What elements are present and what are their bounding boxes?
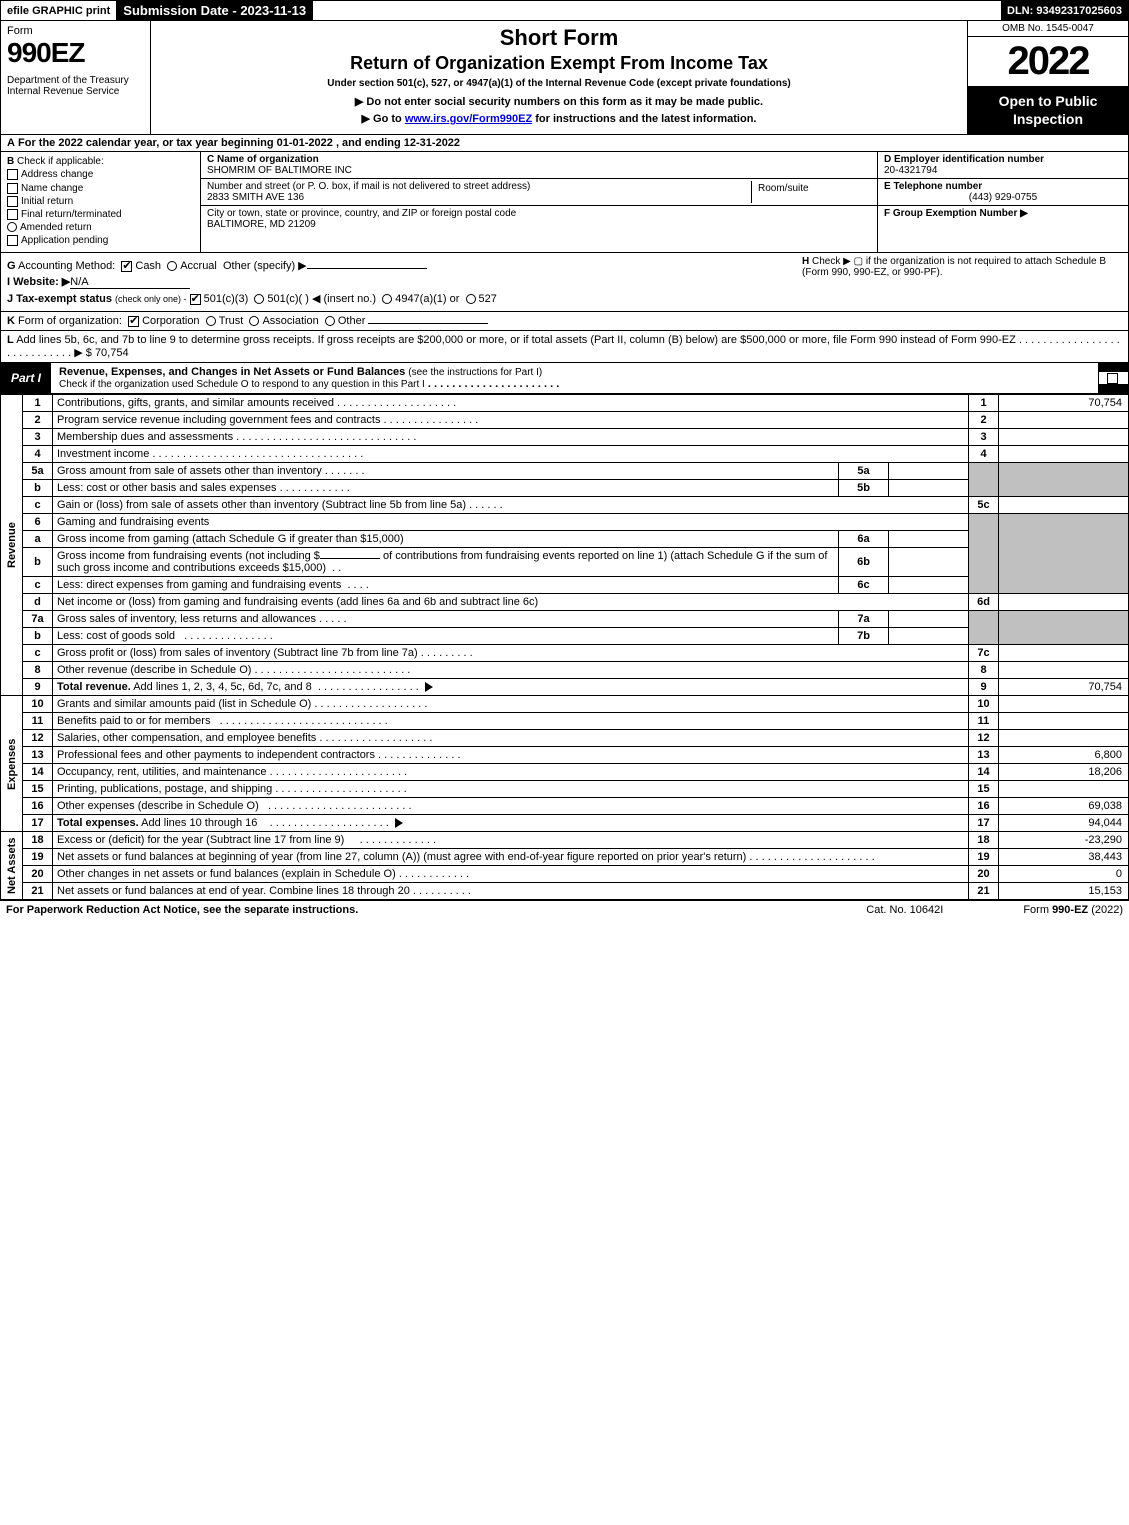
dln: DLN: 93492317025603 <box>1001 1 1128 20</box>
side-revenue: Revenue <box>1 395 23 696</box>
amt-9: 70,754 <box>999 679 1129 696</box>
note-link: ▶ Go to www.irs.gov/Form990EZ for instru… <box>159 112 959 125</box>
dept-label: Department of the TreasuryInternal Reven… <box>7 75 144 97</box>
title-return: Return of Organization Exempt From Incom… <box>159 53 959 74</box>
part1-header: Part I Revenue, Expenses, and Changes in… <box>0 363 1129 394</box>
lines-table: Revenue 1Contributions, gifts, grants, a… <box>0 394 1129 900</box>
triangle-icon <box>395 818 403 828</box>
row-ghij: G Accounting Method: Cash Accrual Other … <box>0 253 1129 312</box>
amt-21: 15,153 <box>999 883 1129 900</box>
room-suite: Room/suite <box>751 181 871 203</box>
chk-501c3[interactable] <box>190 294 201 305</box>
gross-receipts: $ 70,754 <box>86 347 129 359</box>
side-expenses: Expenses <box>1 696 23 832</box>
amt-19: 38,443 <box>999 849 1129 866</box>
irs-link[interactable]: www.irs.gov/Form990EZ <box>405 113 532 125</box>
header-center: Short Form Return of Organization Exempt… <box>151 21 968 134</box>
omb: OMB No. 1545-0047 <box>968 21 1128 37</box>
chk-final[interactable]: Final return/terminated <box>7 209 194 220</box>
row-h: H Check ▶ ▢ if the organization is not r… <box>802 256 1122 308</box>
amt-17: 94,044 <box>999 815 1129 832</box>
chk-name[interactable]: Name change <box>7 183 194 194</box>
phone: (443) 929-0755 <box>884 192 1122 203</box>
row-a: A For the 2022 calendar year, or tax yea… <box>0 135 1129 152</box>
chk-corp[interactable] <box>128 316 139 327</box>
chk-amended[interactable]: Amended return <box>7 222 194 233</box>
submission-date: Submission Date - 2023-11-13 <box>117 1 313 20</box>
chk-cash[interactable] <box>121 261 132 272</box>
amt-13: 6,800 <box>999 747 1129 764</box>
website: N/A <box>70 276 190 289</box>
amt-20: 0 <box>999 866 1129 883</box>
footer-right: Form 990-EZ (2022) <box>1023 904 1123 916</box>
row-l: L Add lines 5b, 6c, and 7b to line 9 to … <box>0 331 1129 363</box>
form-number: 990EZ <box>7 37 144 69</box>
tax-year: 2022 <box>968 37 1128 86</box>
footer: For Paperwork Reduction Act Notice, see … <box>0 900 1129 919</box>
amt-1: 70,754 <box>999 395 1129 412</box>
title-short-form: Short Form <box>159 25 959 51</box>
side-netassets: Net Assets <box>1 832 23 900</box>
row-k: K Form of organization: Corporation Trus… <box>0 312 1129 331</box>
form-label: Form <box>7 25 144 37</box>
footer-cat: Cat. No. 10642I <box>866 904 943 916</box>
col-b: B Check if applicable: Address change Na… <box>1 152 201 252</box>
col-def: D Employer identification number 20-4321… <box>878 152 1128 252</box>
header: Form 990EZ Department of the TreasuryInt… <box>0 21 1129 135</box>
amt-14: 18,206 <box>999 764 1129 781</box>
ein: 20-4321794 <box>884 165 1122 176</box>
triangle-icon <box>425 682 433 692</box>
header-right: OMB No. 1545-0047 2022 Open to Public In… <box>968 21 1128 134</box>
col-c: C Name of organization SHOMRIM OF BALTIM… <box>201 152 878 252</box>
footer-left: For Paperwork Reduction Act Notice, see … <box>6 904 866 916</box>
amt-18: -23,290 <box>999 832 1129 849</box>
topbar: efile GRAPHIC print Submission Date - 20… <box>0 0 1129 21</box>
note-ssn: ▶ Do not enter social security numbers o… <box>159 95 959 108</box>
subtitle: Under section 501(c), 527, or 4947(a)(1)… <box>159 78 959 89</box>
section-bcdef: B Check if applicable: Address change Na… <box>0 152 1129 253</box>
chk-address[interactable]: Address change <box>7 169 194 180</box>
city: BALTIMORE, MD 21209 <box>207 219 871 230</box>
chk-accrual[interactable] <box>167 261 177 271</box>
org-name: SHOMRIM OF BALTIMORE INC <box>207 165 871 176</box>
open-public: Open to Public Inspection <box>968 86 1128 134</box>
chk-initial[interactable]: Initial return <box>7 196 194 207</box>
amt-16: 69,038 <box>999 798 1129 815</box>
chk-pending[interactable]: Application pending <box>7 235 194 246</box>
efile-label[interactable]: efile GRAPHIC print <box>1 1 117 20</box>
chk-part1-scho[interactable] <box>1107 373 1118 384</box>
street: 2833 SMITH AVE 136 <box>207 192 751 203</box>
header-left: Form 990EZ Department of the TreasuryInt… <box>1 21 151 134</box>
